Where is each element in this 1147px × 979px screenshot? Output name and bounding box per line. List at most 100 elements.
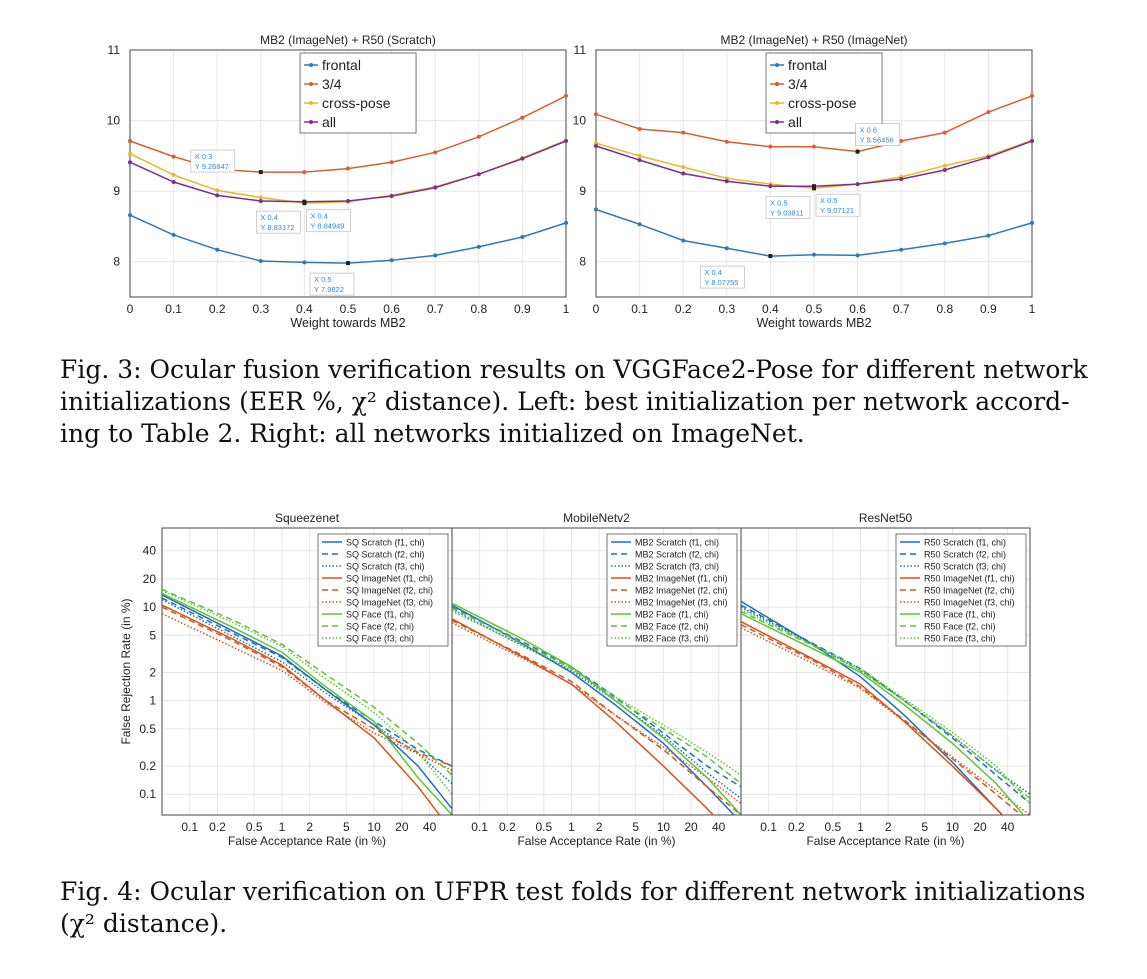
data-point bbox=[942, 167, 947, 172]
legend-label: MB2 ImageNet (f2, chi) bbox=[635, 586, 728, 596]
data-tip-y: Y 9.03811 bbox=[770, 208, 804, 217]
series-line-r50-imagenet-f3-chi bbox=[741, 627, 1030, 815]
y-tick-label: 11 bbox=[574, 43, 587, 57]
plot-frame bbox=[595, 49, 1033, 298]
data-tip-box bbox=[700, 265, 745, 289]
series-line-sq-scratch-f2-chi bbox=[162, 597, 452, 767]
x-tick-label: 2 bbox=[306, 820, 313, 834]
legend-label: MB2 Face (f1, chi) bbox=[635, 610, 709, 620]
data-tip-box bbox=[855, 123, 900, 146]
y-tick-label: 8 bbox=[579, 255, 586, 269]
x-axis-label: Weight towards MB2 bbox=[290, 316, 405, 330]
series-line-sq-imagenet-f2-chi bbox=[162, 606, 452, 767]
legend-label: MB2 Scratch (f2, chi) bbox=[635, 550, 719, 560]
data-tip-marker bbox=[855, 149, 860, 154]
data-point bbox=[986, 110, 991, 115]
data-point bbox=[433, 150, 438, 155]
series-group bbox=[741, 600, 1030, 815]
x-tick-label: 20 bbox=[684, 820, 698, 834]
y-tick-label: 0.5 bbox=[139, 722, 156, 736]
series-line-sq-scratch-f3-chi bbox=[162, 599, 452, 785]
data-point bbox=[637, 127, 642, 132]
data-point bbox=[812, 144, 816, 149]
legend-label: 3/4 bbox=[322, 76, 342, 92]
data-point bbox=[768, 184, 773, 189]
series-line-sq-imagenet-f1-chi bbox=[162, 604, 441, 815]
legend-marker bbox=[309, 63, 314, 67]
series-line-r50-scratch-f3-chi bbox=[741, 606, 1030, 795]
chart-panel-4: 0.1 0.2 0.5 1 2 5 10 20 40 MobileNetv2 False Accep… bbox=[451, 511, 742, 848]
data-point bbox=[899, 139, 904, 144]
data-tip-marker bbox=[258, 170, 263, 175]
caption-line: (χ² distance). bbox=[60, 909, 228, 938]
chart-panel-2: 0 0.1 0.2 0.3 0.4 0.5 0.6 0.7 0.8 0.9 1 8 9 10 11 MB2 (… bbox=[573, 33, 1036, 330]
data-tip: X 0.6Y 9.56456 bbox=[855, 123, 900, 154]
series-line-mb2-face-f2-chi bbox=[452, 607, 741, 785]
legend-label: cross-pose bbox=[322, 95, 391, 111]
data-tip-box bbox=[309, 272, 355, 296]
data-point bbox=[302, 170, 307, 175]
data-tip-x: X 0.4 bbox=[704, 268, 722, 277]
data-point bbox=[681, 171, 686, 176]
legend-label: SQ ImageNet (f3, chi) bbox=[346, 598, 433, 608]
data-tip-box bbox=[306, 209, 351, 233]
data-point bbox=[724, 176, 729, 181]
data-point bbox=[258, 259, 263, 264]
data-point bbox=[564, 93, 568, 98]
legend-label: MB2 Face (f2, chi) bbox=[635, 622, 709, 632]
data-point bbox=[128, 213, 132, 218]
legend-box bbox=[765, 52, 883, 134]
data-point bbox=[389, 258, 394, 263]
data-tip-y: Y 8.83172 bbox=[260, 223, 294, 232]
x-tick-label: 0 bbox=[593, 302, 600, 316]
chart-panel-1: 0 0.1 0.2 0.3 0.4 0.5 0.6 0.7 0.8 0.9 1 8 9 10 11 MB2 (… bbox=[107, 33, 570, 330]
y-tick-label: 20 bbox=[143, 572, 157, 586]
series-group bbox=[162, 588, 452, 815]
legend-label: R50 Scratch (f3, chi) bbox=[924, 562, 1006, 572]
x-tick-label: 0.2 bbox=[499, 820, 516, 834]
legend-label: R50 Face (f1, chi) bbox=[924, 610, 996, 620]
x-tick-label: 1 bbox=[563, 302, 570, 316]
legend-label: R50 Scratch (f1, chi) bbox=[924, 538, 1006, 548]
x-tick-label: 0.4 bbox=[762, 302, 779, 316]
x-tick-label: 0.1 bbox=[471, 820, 488, 834]
legend-label: R50 Scratch (f2, chi) bbox=[924, 550, 1006, 560]
x-tick-label: 1 bbox=[857, 820, 864, 834]
data-point bbox=[215, 193, 220, 198]
data-tip-y: Y 8.84949 bbox=[310, 222, 344, 231]
data-point bbox=[1030, 93, 1034, 98]
data-point bbox=[128, 151, 132, 156]
data-point bbox=[476, 134, 481, 139]
legend: SQ Scratch (f1, chi) SQ Scratch (f2, chi)… bbox=[317, 533, 449, 647]
data-point bbox=[1030, 220, 1034, 225]
data-point bbox=[520, 235, 525, 240]
data-tip-box bbox=[256, 210, 301, 234]
x-tick-label: 5 bbox=[343, 820, 350, 834]
series-line-mb2-scratch-f3-chi bbox=[452, 608, 741, 800]
data-point bbox=[564, 139, 568, 144]
x-axis-label: Weight towards MB2 bbox=[756, 316, 871, 330]
data-point bbox=[520, 115, 525, 120]
data-point bbox=[855, 182, 860, 187]
data-point bbox=[346, 166, 350, 171]
legend-label: R50 ImageNet (f1, chi) bbox=[924, 574, 1015, 584]
series-line-r50-face-f2-chi bbox=[741, 610, 1030, 800]
legend-label: R50 ImageNet (f3, chi) bbox=[924, 598, 1015, 608]
x-tick-label: 0.1 bbox=[165, 302, 182, 316]
legend: R50 Scratch (f1, chi) R50 Scratch (f2, ch… bbox=[895, 533, 1027, 647]
data-tip-box bbox=[815, 193, 861, 217]
x-tick-label: 0.7 bbox=[893, 302, 910, 316]
x-tick-label: 0.1 bbox=[631, 302, 648, 316]
legend-label: SQ Face (f1, chi) bbox=[346, 610, 414, 620]
data-tip: X 0.5Y 9.07121 bbox=[812, 184, 861, 217]
x-tick-label: 40 bbox=[423, 820, 437, 834]
data-point bbox=[171, 232, 176, 237]
series-line-mb2-scratch-f1-chi bbox=[452, 604, 736, 815]
chart-title: MB2 (ImageNet) + R50 (Scratch) bbox=[260, 33, 436, 47]
data-point bbox=[986, 155, 991, 160]
figure-4-caption: Fig. 4: Ocular verification on UFPR test… bbox=[60, 876, 1100, 940]
data-point bbox=[724, 139, 729, 144]
data-point bbox=[128, 160, 132, 165]
x-tick-label: 2 bbox=[596, 820, 603, 834]
data-point bbox=[637, 158, 642, 163]
